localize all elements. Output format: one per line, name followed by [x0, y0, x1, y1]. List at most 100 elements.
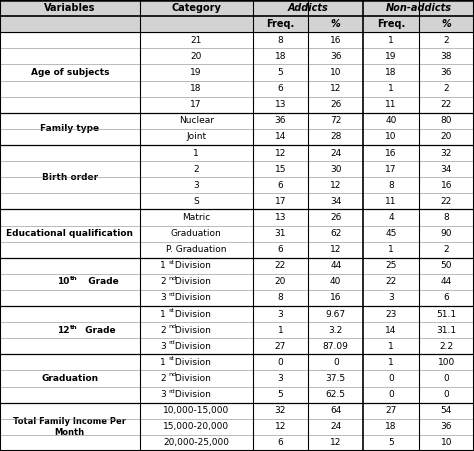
Text: 8: 8: [278, 36, 283, 45]
Text: 10: 10: [385, 133, 397, 142]
Text: 20: 20: [441, 133, 452, 142]
Text: 3: 3: [278, 309, 283, 318]
Text: Birth order: Birth order: [42, 173, 98, 182]
Text: Grade: Grade: [82, 326, 115, 335]
Text: nd: nd: [168, 373, 177, 377]
Text: 26: 26: [330, 100, 341, 109]
Text: 6: 6: [444, 294, 449, 303]
Text: 2: 2: [160, 277, 165, 286]
Text: rd: rd: [168, 340, 175, 345]
Text: Total Family Income Per Month: Total Family Income Per Month: [13, 417, 126, 437]
Text: 12: 12: [330, 438, 341, 447]
Text: 2: 2: [160, 374, 165, 383]
Text: Grade: Grade: [82, 277, 118, 286]
Text: 1: 1: [193, 148, 199, 157]
Text: 10: 10: [441, 438, 452, 447]
Text: 44: 44: [441, 277, 452, 286]
Text: 27: 27: [385, 406, 397, 415]
Text: Joint: Joint: [186, 133, 206, 142]
Text: S: S: [193, 197, 199, 206]
Text: Family type: Family type: [40, 124, 100, 133]
Text: 17: 17: [275, 197, 286, 206]
Text: Graduation: Graduation: [171, 229, 221, 238]
Text: 24: 24: [330, 148, 341, 157]
Text: st: st: [168, 356, 174, 361]
Text: 40: 40: [385, 116, 397, 125]
Text: 9.67: 9.67: [326, 309, 346, 318]
Text: 1: 1: [278, 326, 283, 335]
Text: 45: 45: [385, 229, 397, 238]
Text: Matric: Matric: [182, 213, 210, 222]
Text: 23: 23: [385, 309, 397, 318]
Text: 6: 6: [278, 438, 283, 447]
Text: Division: Division: [172, 374, 210, 383]
Text: 5: 5: [278, 390, 283, 399]
Text: 34: 34: [441, 165, 452, 174]
Text: 2: 2: [444, 245, 449, 254]
Text: 51.1: 51.1: [436, 309, 456, 318]
Text: Age of subjects: Age of subjects: [30, 68, 109, 77]
Text: 18: 18: [385, 68, 397, 77]
Text: Freq.: Freq.: [266, 19, 294, 29]
Text: 80: 80: [441, 116, 452, 125]
Text: 2: 2: [160, 326, 165, 335]
Text: 22: 22: [441, 100, 452, 109]
Text: 8: 8: [278, 294, 283, 303]
Text: 21: 21: [191, 36, 202, 45]
Text: 11: 11: [385, 100, 397, 109]
Text: 10: 10: [57, 277, 70, 286]
Text: 8: 8: [388, 181, 394, 190]
Text: 30: 30: [330, 165, 341, 174]
Text: 25: 25: [385, 261, 397, 270]
Text: 12: 12: [330, 181, 341, 190]
Text: 14: 14: [385, 326, 397, 335]
Text: rd: rd: [168, 389, 175, 394]
Text: 36: 36: [441, 68, 452, 77]
Text: 13: 13: [275, 100, 286, 109]
Text: 36: 36: [441, 422, 452, 431]
Text: 4: 4: [388, 213, 394, 222]
Text: 16: 16: [441, 181, 452, 190]
Text: 15,000-20,000: 15,000-20,000: [163, 422, 229, 431]
Text: 22: 22: [385, 277, 397, 286]
Text: 44: 44: [330, 261, 341, 270]
Text: 32: 32: [275, 406, 286, 415]
Text: 36: 36: [275, 116, 286, 125]
Text: 3: 3: [278, 374, 283, 383]
Text: 2.2: 2.2: [439, 342, 454, 351]
Text: 64: 64: [330, 406, 341, 415]
Text: Division: Division: [172, 342, 210, 351]
Text: 16: 16: [330, 36, 341, 45]
Text: %: %: [331, 19, 341, 29]
Text: th: th: [70, 276, 77, 281]
Text: 22: 22: [441, 197, 452, 206]
Text: 3: 3: [160, 342, 166, 351]
Text: 12: 12: [275, 148, 286, 157]
Text: 10,000-15,000: 10,000-15,000: [163, 406, 229, 415]
Text: 26: 26: [330, 213, 341, 222]
Text: 0: 0: [388, 374, 394, 383]
Text: 3: 3: [160, 390, 166, 399]
Text: nd: nd: [168, 324, 177, 329]
Text: P. Graduation: P. Graduation: [166, 245, 227, 254]
Text: 2: 2: [444, 84, 449, 93]
Text: 20: 20: [191, 52, 202, 61]
Text: 10: 10: [330, 68, 341, 77]
Text: nd: nd: [168, 276, 177, 281]
Text: 5: 5: [388, 438, 394, 447]
Text: rd: rd: [168, 292, 175, 297]
Text: 12: 12: [57, 326, 70, 335]
Text: 16: 16: [385, 148, 397, 157]
Text: Addicts: Addicts: [288, 3, 328, 13]
Text: 0: 0: [278, 358, 283, 367]
Text: 17: 17: [191, 100, 202, 109]
Text: 31: 31: [275, 229, 286, 238]
Text: 100: 100: [438, 358, 455, 367]
Text: Variables: Variables: [44, 3, 95, 13]
Text: 38: 38: [441, 52, 452, 61]
Text: 0: 0: [444, 390, 449, 399]
Text: 3: 3: [193, 181, 199, 190]
Text: 3: 3: [160, 294, 166, 303]
Text: 50: 50: [441, 261, 452, 270]
Text: 17: 17: [385, 165, 397, 174]
